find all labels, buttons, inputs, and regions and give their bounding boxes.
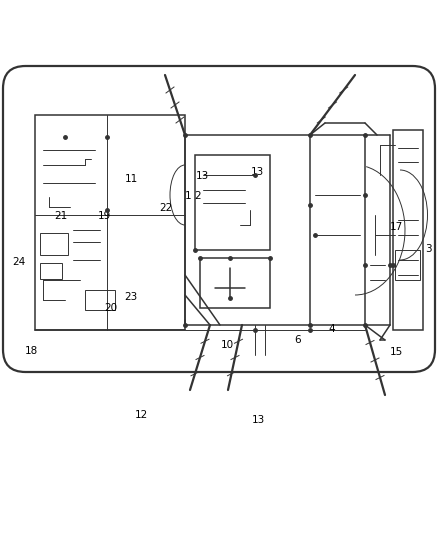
Bar bbox=[40, 233, 68, 255]
Bar bbox=[85, 290, 115, 310]
Bar bbox=[393, 130, 423, 330]
Bar bbox=[195, 155, 270, 250]
Bar bbox=[395, 250, 420, 280]
Text: 4: 4 bbox=[328, 325, 336, 334]
Bar bbox=[200, 258, 270, 308]
Text: 15: 15 bbox=[390, 347, 403, 357]
Text: 19: 19 bbox=[98, 211, 111, 221]
Text: 13: 13 bbox=[196, 171, 209, 181]
Text: 21: 21 bbox=[55, 211, 68, 221]
Text: 10: 10 bbox=[221, 341, 234, 350]
Text: 24: 24 bbox=[12, 257, 25, 267]
Text: 2: 2 bbox=[194, 191, 201, 201]
Text: 3: 3 bbox=[425, 245, 432, 254]
Text: 22: 22 bbox=[159, 203, 172, 213]
Text: 20: 20 bbox=[104, 303, 117, 313]
Text: 23: 23 bbox=[124, 293, 137, 302]
Text: 18: 18 bbox=[25, 346, 38, 356]
Bar bbox=[35, 115, 185, 330]
Text: 11: 11 bbox=[125, 174, 138, 183]
Bar bbox=[40, 263, 62, 279]
Text: 1: 1 bbox=[185, 191, 192, 201]
Text: 12: 12 bbox=[134, 410, 148, 419]
Text: 17: 17 bbox=[390, 222, 403, 231]
Text: 13: 13 bbox=[252, 415, 265, 425]
Text: 13: 13 bbox=[251, 167, 264, 176]
Text: 6: 6 bbox=[294, 335, 301, 345]
